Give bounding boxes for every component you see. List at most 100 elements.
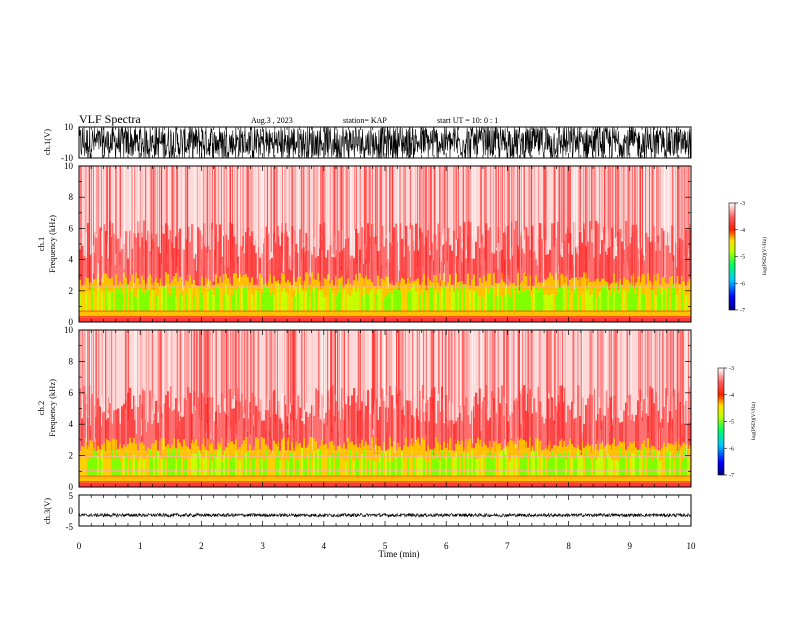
spec-band — [143, 220, 146, 281]
spec-band — [379, 406, 382, 447]
spec-band — [229, 459, 232, 477]
spec-band — [501, 385, 504, 451]
spec-band — [431, 389, 434, 450]
spec-band — [375, 293, 378, 312]
spec-band — [505, 448, 508, 477]
spec-band — [85, 457, 88, 477]
spec-band — [491, 459, 494, 477]
spec-band — [449, 420, 452, 439]
spec-band — [559, 453, 562, 477]
spec-band — [101, 291, 104, 312]
spec-band — [107, 258, 110, 278]
spec-band — [259, 257, 262, 274]
spec-band — [527, 459, 530, 477]
spec-band — [417, 284, 420, 312]
spec-band — [323, 222, 326, 278]
spec-band — [311, 290, 314, 312]
spec-band — [173, 448, 176, 477]
spec-band — [429, 287, 432, 312]
spec-band — [645, 232, 648, 285]
spec-band — [567, 405, 570, 446]
spec-band — [295, 286, 298, 312]
spec-band — [399, 290, 402, 312]
time-tick-label: 7 — [505, 541, 510, 551]
spec-band — [555, 406, 558, 446]
spec-band — [281, 420, 284, 440]
ch2-colorbar-label: log(PSD)(V²/Hz) — [750, 402, 757, 440]
spec-band — [653, 450, 656, 477]
spec-band — [421, 283, 424, 312]
spec-band — [553, 223, 556, 280]
y-tick-label: 2 — [69, 286, 74, 296]
spec-band — [667, 286, 670, 312]
spec-band — [497, 283, 500, 312]
spec-band — [455, 256, 458, 274]
spec-band — [133, 296, 136, 312]
spec-band — [679, 285, 682, 312]
spec-band — [345, 461, 348, 477]
spec-band — [209, 289, 212, 312]
ch1-spectrogram-panel: 0 2 4 6 8 10 ch.1 Frequency (kHz) — [36, 161, 692, 327]
time-tick-label: 6 — [444, 541, 449, 551]
spec-band — [343, 459, 346, 477]
spec-band — [335, 401, 338, 451]
spec-band — [101, 449, 104, 477]
ch1-ytick-top: 10 — [64, 122, 74, 132]
spec-band — [171, 242, 174, 282]
colorbar-tick-label: -5 — [740, 255, 745, 261]
spec-band — [547, 254, 550, 278]
spec-band — [361, 227, 364, 278]
spec-band — [271, 291, 274, 312]
spec-band — [91, 284, 94, 312]
spec-band — [125, 400, 128, 447]
spec-band — [627, 415, 630, 447]
spec-band — [201, 456, 204, 477]
spec-band — [309, 295, 312, 312]
spec-band — [343, 247, 346, 286]
spec-band — [291, 453, 294, 477]
spec-band — [313, 450, 316, 477]
spec-band — [351, 255, 354, 286]
spec-band — [633, 421, 636, 442]
spec-band — [645, 454, 648, 477]
spec-band — [507, 455, 510, 477]
spec-band — [275, 457, 278, 477]
spec-band — [573, 290, 576, 312]
spec-band — [125, 283, 128, 312]
spec-band — [139, 457, 142, 477]
spec-band — [431, 449, 434, 477]
spec-band — [191, 454, 194, 477]
spec-band — [659, 250, 662, 285]
spec-band — [639, 389, 642, 450]
spec-band — [87, 417, 90, 447]
spec-band — [509, 415, 512, 441]
spec-band — [233, 408, 236, 445]
spec-band — [175, 398, 178, 449]
spec-band — [587, 241, 590, 279]
spec-band — [501, 449, 504, 477]
spec-band — [483, 397, 486, 443]
spec-band — [631, 283, 634, 312]
spec-band — [299, 284, 302, 312]
spec-band — [517, 293, 520, 312]
spec-band — [91, 455, 94, 477]
spec-band — [473, 396, 476, 448]
spec-band — [229, 286, 232, 312]
spec-band — [473, 455, 476, 477]
spec-band — [659, 422, 662, 451]
spec-band — [221, 288, 224, 312]
spec-band — [177, 448, 180, 477]
spec-band — [99, 458, 102, 477]
spec-band — [275, 283, 278, 312]
spec-band — [473, 290, 476, 312]
spec-band — [613, 460, 616, 477]
spec-band — [599, 254, 602, 282]
spec-band — [273, 295, 276, 312]
spec-band — [331, 292, 334, 312]
spec-band — [453, 291, 456, 312]
spec-band — [683, 283, 686, 312]
spec-band — [141, 457, 144, 477]
spec-band — [319, 448, 322, 477]
colorbar-tick-label: -7 — [729, 473, 734, 479]
spec-band — [81, 245, 84, 286]
